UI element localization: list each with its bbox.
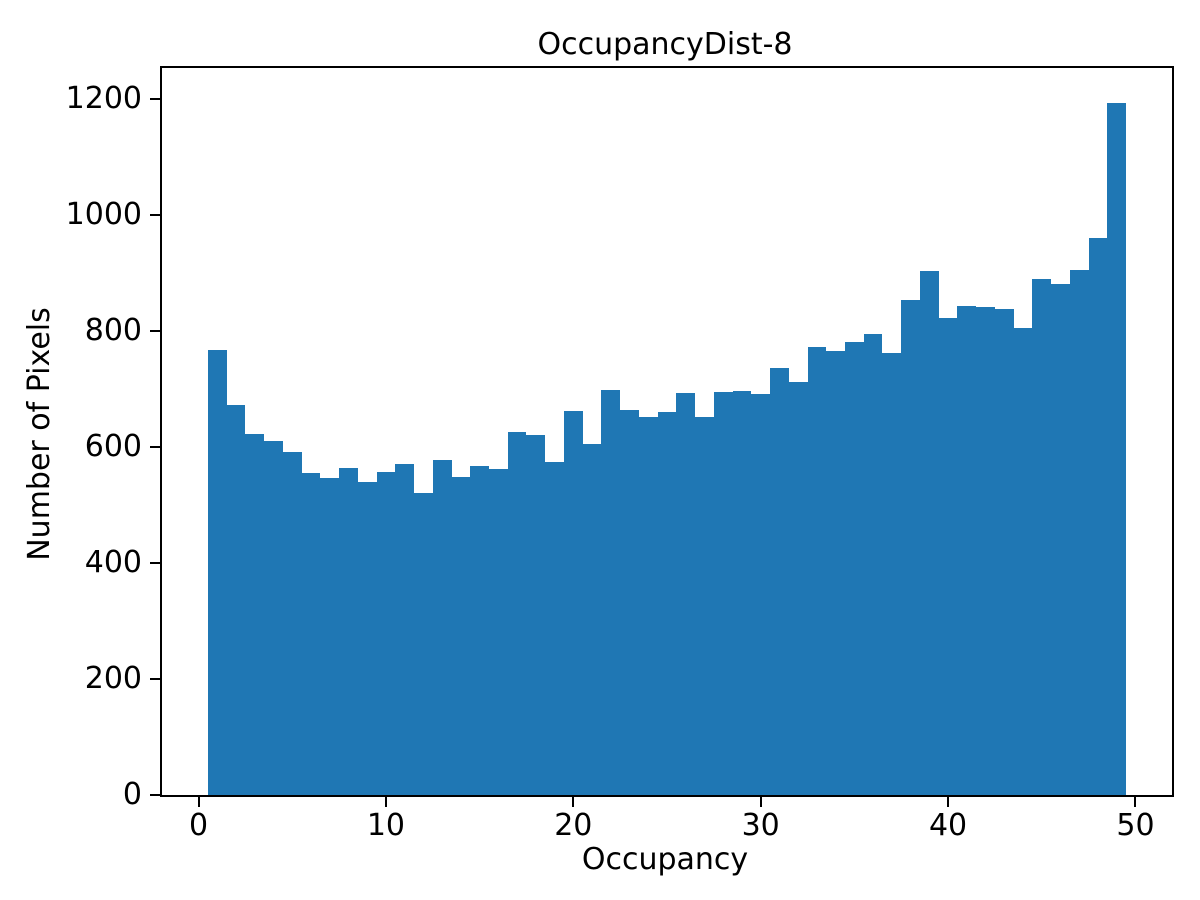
histogram-bar bbox=[489, 469, 508, 795]
y-tick-mark bbox=[150, 794, 160, 796]
y-tick-label: 1200 bbox=[65, 81, 142, 117]
x-tick-mark bbox=[1134, 797, 1137, 807]
y-tick-mark bbox=[150, 446, 160, 449]
histogram-bar bbox=[620, 410, 639, 795]
histogram-bar bbox=[733, 391, 751, 795]
y-tick-label: 0 bbox=[122, 777, 142, 812]
histogram-bar bbox=[658, 412, 676, 795]
y-tick-mark bbox=[150, 562, 160, 565]
y-tick-mark bbox=[150, 678, 160, 681]
x-axis-label: Occupancy bbox=[581, 842, 749, 877]
histogram-bar bbox=[1014, 328, 1032, 795]
y-tick-label: 600 bbox=[84, 429, 142, 465]
y-axis-label: Number of Pixels bbox=[22, 307, 57, 561]
histogram-bar bbox=[1089, 238, 1107, 795]
x-tick-label: 10 bbox=[366, 808, 406, 843]
x-tick-mark bbox=[947, 797, 950, 807]
histogram-bar bbox=[826, 351, 845, 795]
histogram-bar bbox=[995, 309, 1014, 795]
histogram-bar bbox=[283, 452, 302, 795]
x-tick-mark bbox=[572, 797, 575, 807]
y-tick-mark bbox=[150, 214, 160, 217]
histogram-bar bbox=[433, 460, 452, 795]
histogram-bar bbox=[920, 271, 939, 795]
histogram-bar bbox=[470, 466, 489, 795]
x-tick-label: 20 bbox=[554, 808, 593, 843]
y-tick-mark bbox=[150, 98, 160, 101]
histogram-bar bbox=[245, 434, 264, 795]
histogram-bar bbox=[845, 342, 864, 795]
histogram-bar bbox=[864, 334, 882, 795]
histogram-bar bbox=[264, 441, 283, 795]
x-tick-label: 30 bbox=[741, 808, 780, 843]
x-tick-label: 0 bbox=[188, 808, 209, 843]
histogram-bar bbox=[302, 473, 320, 795]
histogram-bar bbox=[1032, 279, 1051, 795]
plot-area: 0 200 400 600 800 1000 1200 0 10 20 30 40 50 bbox=[66, 66, 1174, 841]
histogram-bar bbox=[1070, 270, 1089, 795]
histogram-bar bbox=[227, 405, 245, 795]
histogram-bar bbox=[957, 306, 976, 795]
histogram-bar bbox=[564, 411, 583, 795]
histogram-bar bbox=[901, 300, 920, 795]
histogram-bar bbox=[208, 350, 227, 795]
histogram-bar bbox=[714, 392, 733, 795]
histogram-bar bbox=[770, 368, 789, 795]
histogram-bar bbox=[395, 464, 414, 795]
histogram-bar bbox=[339, 468, 358, 795]
histogram-bar bbox=[545, 462, 564, 795]
histogram-bar bbox=[808, 347, 826, 795]
y-tick-label: 200 bbox=[84, 661, 142, 697]
histogram-bar bbox=[358, 482, 377, 795]
histogram-bar bbox=[976, 307, 995, 795]
x-tick-mark bbox=[197, 797, 200, 807]
histogram-bar bbox=[695, 417, 714, 795]
histogram-bar bbox=[751, 394, 770, 795]
x-tick-mark bbox=[759, 797, 762, 807]
histogram-bar bbox=[939, 318, 957, 795]
x-tick-mark bbox=[384, 797, 387, 807]
histogram-bar bbox=[452, 477, 470, 795]
y-tick-label: 400 bbox=[84, 545, 142, 581]
chart-title: OccupancyDist-8 bbox=[537, 27, 793, 62]
histogram-bar bbox=[1107, 103, 1126, 795]
x-tick-label: 40 bbox=[928, 808, 968, 843]
histogram-bar bbox=[1051, 284, 1070, 795]
histogram-bar bbox=[639, 417, 658, 795]
histogram-bar bbox=[583, 444, 601, 795]
y-tick-mark bbox=[150, 330, 160, 333]
histogram-bar bbox=[789, 382, 808, 795]
histogram-bar bbox=[377, 472, 395, 795]
x-tick-label: 50 bbox=[1116, 808, 1155, 843]
y-tick-label: 800 bbox=[84, 313, 142, 349]
histogram-bar bbox=[601, 390, 620, 795]
y-tick-label: 1000 bbox=[65, 197, 142, 233]
histogram-bar bbox=[676, 393, 695, 795]
histogram-bar bbox=[882, 353, 901, 795]
histogram-bar bbox=[414, 493, 433, 795]
histogram-bar bbox=[508, 432, 526, 795]
histogram-bar bbox=[526, 435, 545, 795]
histogram-bar bbox=[320, 478, 339, 795]
